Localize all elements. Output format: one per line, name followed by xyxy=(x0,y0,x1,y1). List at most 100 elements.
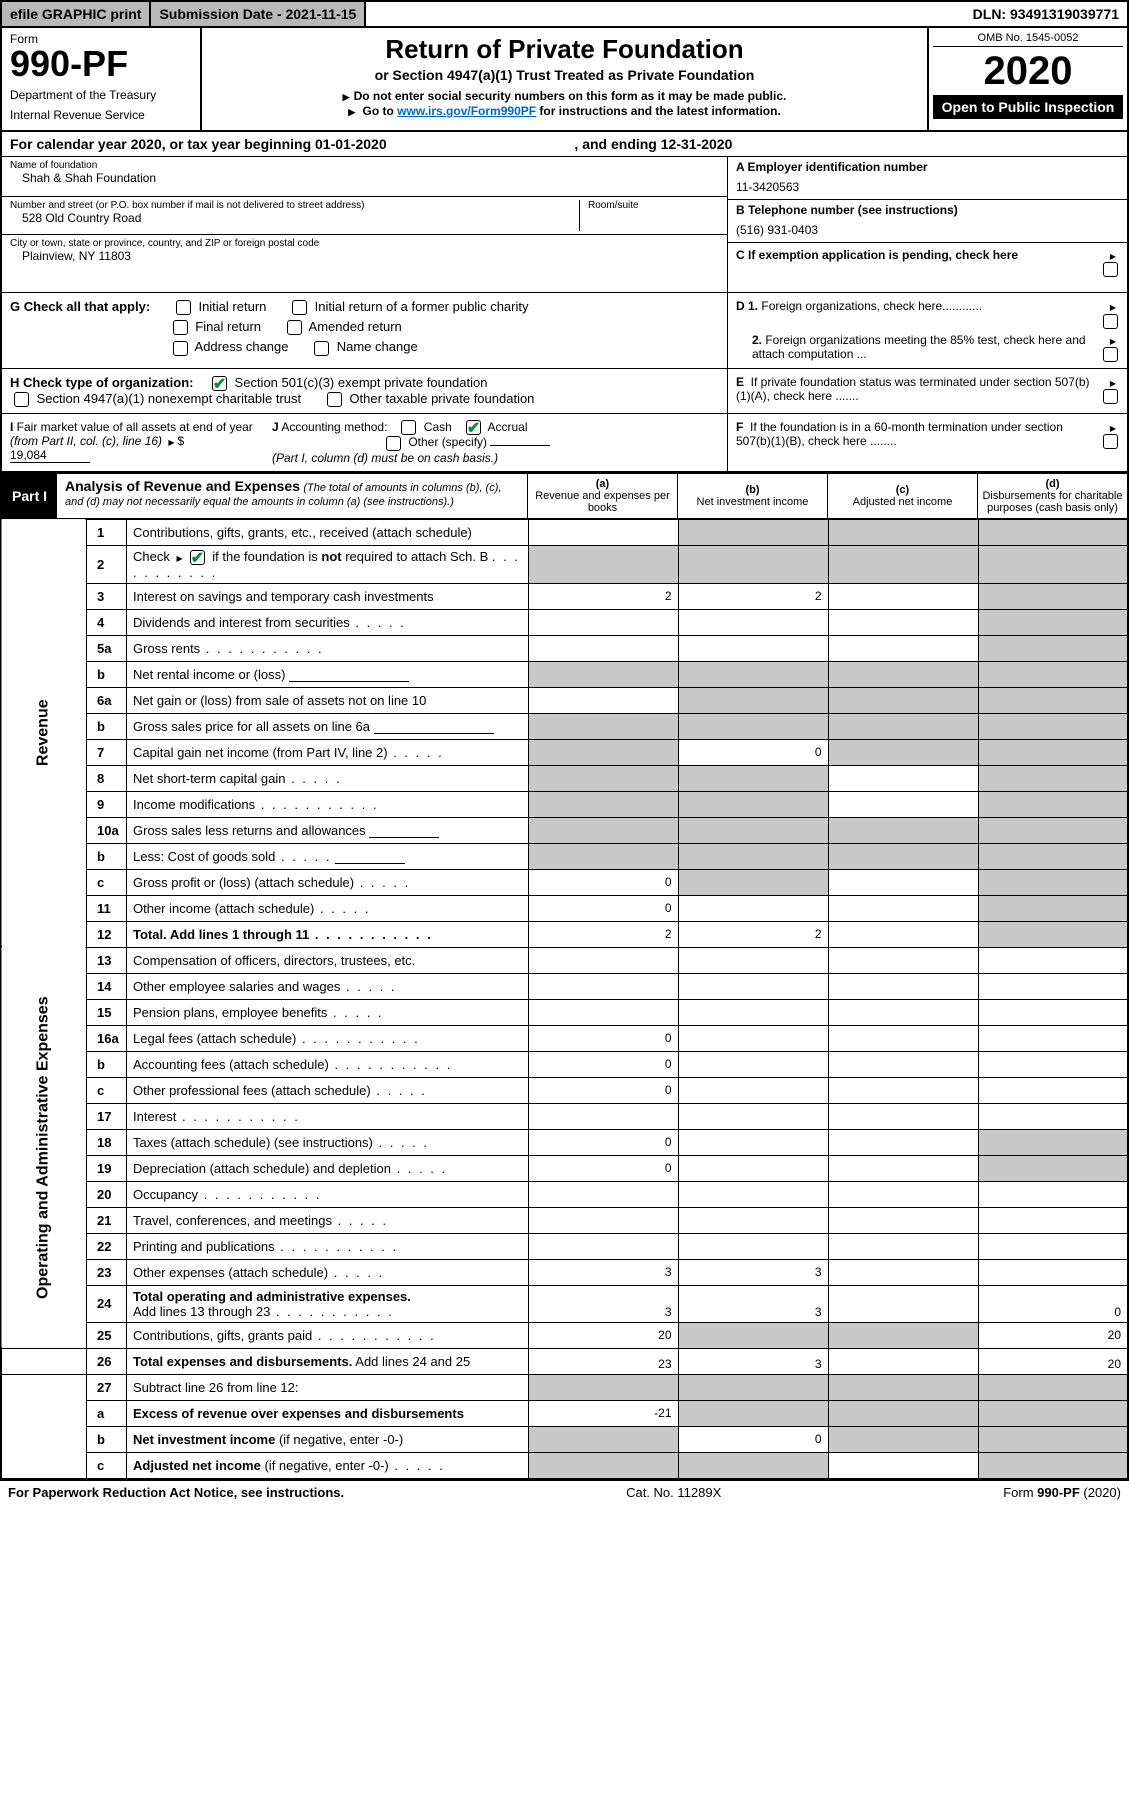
r8-desc: Net short-term capital gain xyxy=(133,771,285,786)
ij-f-block: I Fair market value of all assets at end… xyxy=(0,414,1129,473)
r26-a: 23 xyxy=(528,1348,678,1374)
addr-value: 528 Old Country Road xyxy=(10,211,579,225)
note-goto-post: for instructions and the latest informat… xyxy=(536,104,781,118)
cb-e[interactable] xyxy=(1103,389,1118,404)
phone-label: B Telephone number (see instructions) xyxy=(736,203,1119,217)
col-d-head: (d) Disbursements for charitable purpose… xyxy=(977,474,1127,518)
header-left: Form 990-PF Department of the Treasury I… xyxy=(2,28,202,130)
g-d-block: G Check all that apply: Initial return I… xyxy=(0,293,1129,369)
form-title: Return of Private Foundation xyxy=(212,34,917,65)
r18-desc: Taxes (attach schedule) (see instruction… xyxy=(133,1135,373,1150)
footer-right: Form 990-PF (2020) xyxy=(1003,1485,1121,1500)
city-value: Plainview, NY 11803 xyxy=(10,249,719,263)
row-12: 12Total. Add lines 1 through 11 22 xyxy=(1,921,1128,947)
cb-amended[interactable] xyxy=(287,320,302,335)
name-value: Shah & Shah Foundation xyxy=(10,171,719,185)
row-13: Operating and Administrative Expenses 13… xyxy=(1,947,1128,973)
footer: For Paperwork Reduction Act Notice, see … xyxy=(0,1479,1129,1504)
info-left: Name of foundation Shah & Shah Foundatio… xyxy=(2,157,727,292)
addr-label: Number and street (or P.O. box number if… xyxy=(10,200,579,211)
r22-desc: Printing and publications xyxy=(133,1239,275,1254)
r19-desc: Depreciation (attach schedule) and deple… xyxy=(133,1161,391,1176)
g-name: Name change xyxy=(337,339,418,354)
phone-value: (516) 931-0403 xyxy=(736,217,1119,239)
addr-cell: Number and street (or P.O. box number if… xyxy=(2,197,727,235)
tax-year: 2020 xyxy=(933,51,1123,91)
row-11: 11Other income (attach schedule) 0 xyxy=(1,895,1128,921)
i-value: 19,084 xyxy=(10,448,90,463)
r17-desc: Interest xyxy=(133,1109,176,1124)
j-accrual: Accrual xyxy=(487,420,527,434)
d-block: D 1. D 1. Foreign organizations, check h… xyxy=(727,293,1127,368)
row-27c: cAdjusted net income (if negative, enter… xyxy=(1,1452,1128,1478)
r14-desc: Other employee salaries and wages xyxy=(133,979,340,994)
r6a-desc: Net gain or (loss) from sale of assets n… xyxy=(127,687,529,713)
r26-b: 3 xyxy=(678,1348,828,1374)
cb-d1[interactable] xyxy=(1103,314,1118,329)
info-grid: Name of foundation Shah & Shah Foundatio… xyxy=(0,157,1129,293)
cb-other-method[interactable] xyxy=(386,436,401,451)
form-header: Form 990-PF Department of the Treasury I… xyxy=(0,28,1129,132)
r10b-desc: Less: Cost of goods sold xyxy=(133,849,275,864)
cb-final[interactable] xyxy=(173,320,188,335)
footer-mid: Cat. No. 11289X xyxy=(626,1485,721,1500)
cb-initial-former[interactable] xyxy=(292,300,307,315)
ein-value: 11-3420563 xyxy=(736,174,1119,196)
r11-desc: Other income (attach schedule) xyxy=(133,901,314,916)
cb-accrual[interactable] xyxy=(466,420,481,435)
header-center: Return of Private Foundation or Section … xyxy=(202,28,927,130)
cb-cash[interactable] xyxy=(401,420,416,435)
cb-address[interactable] xyxy=(173,341,188,356)
r3-b: 2 xyxy=(678,583,828,609)
name-label: Name of foundation xyxy=(10,160,719,171)
room-cell: Room/suite xyxy=(579,200,719,231)
row-5b: bNet rental income or (loss) xyxy=(1,661,1128,687)
r25-desc: Contributions, gifts, grants paid xyxy=(133,1328,312,1343)
r16a-a: 0 xyxy=(528,1025,678,1051)
r5b-desc: Net rental income or (loss) xyxy=(133,667,285,682)
r9-desc: Income modifications xyxy=(133,797,255,812)
irs-link[interactable]: www.irs.gov/Form990PF xyxy=(397,104,536,118)
c-checkbox[interactable] xyxy=(1103,262,1118,277)
cb-schb[interactable] xyxy=(190,550,205,565)
note-ssn: Do not enter social security numbers on … xyxy=(212,89,917,103)
open-inspection: Open to Public Inspection xyxy=(933,95,1123,119)
row-7: 7Capital gain net income (from Part IV, … xyxy=(1,739,1128,765)
form-number: 990-PF xyxy=(10,46,192,82)
row-27b: bNet investment income (if negative, ent… xyxy=(1,1426,1128,1452)
r25-a: 20 xyxy=(528,1322,678,1348)
cb-initial[interactable] xyxy=(176,300,191,315)
cb-501c3[interactable] xyxy=(212,376,227,391)
row-26: 26Total expenses and disbursements. Add … xyxy=(1,1348,1128,1374)
cal-pre: For calendar year 2020, or tax year begi… xyxy=(10,136,315,152)
r19-a: 0 xyxy=(528,1155,678,1181)
row-19: 19Depreciation (attach schedule) and dep… xyxy=(1,1155,1128,1181)
r24b-desc: Add lines 13 through 23 xyxy=(133,1304,270,1319)
row-16a: 16aLegal fees (attach schedule) 0 xyxy=(1,1025,1128,1051)
g-amended: Amended return xyxy=(309,319,402,334)
cb-f[interactable] xyxy=(1103,434,1118,449)
side-expenses: Operating and Administrative Expenses xyxy=(1,947,87,1348)
r7-b: 0 xyxy=(678,739,828,765)
r13-desc: Compensation of officers, directors, tru… xyxy=(127,947,529,973)
row-25: 25Contributions, gifts, grants paid 2020 xyxy=(1,1322,1128,1348)
cb-other-tax[interactable] xyxy=(327,392,342,407)
r1-desc: Contributions, gifts, grants, etc., rece… xyxy=(127,519,529,545)
cb-d2[interactable] xyxy=(1103,347,1118,362)
r24-d: 0 xyxy=(978,1285,1128,1322)
cb-name[interactable] xyxy=(314,341,329,356)
city-label: City or town, state or province, country… xyxy=(10,238,719,249)
row-16b: bAccounting fees (attach schedule) 0 xyxy=(1,1051,1128,1077)
phone-cell: B Telephone number (see instructions) (5… xyxy=(728,200,1127,243)
row-8: 8Net short-term capital gain xyxy=(1,765,1128,791)
row-22: 22Printing and publications xyxy=(1,1233,1128,1259)
efile-label: efile GRAPHIC print xyxy=(2,2,151,26)
r16c-a: 0 xyxy=(528,1077,678,1103)
h-501c3: Section 501(c)(3) exempt private foundat… xyxy=(235,375,488,390)
cb-4947[interactable] xyxy=(14,392,29,407)
r7-desc: Capital gain net income (from Part IV, l… xyxy=(133,745,388,760)
col-c-head: (c) Adjusted net income xyxy=(827,474,977,518)
e-block: E If private foundation status was termi… xyxy=(727,369,1127,413)
row-27: 27Subtract line 26 from line 12: xyxy=(1,1374,1128,1400)
h-4947: Section 4947(a)(1) nonexempt charitable … xyxy=(37,391,301,406)
